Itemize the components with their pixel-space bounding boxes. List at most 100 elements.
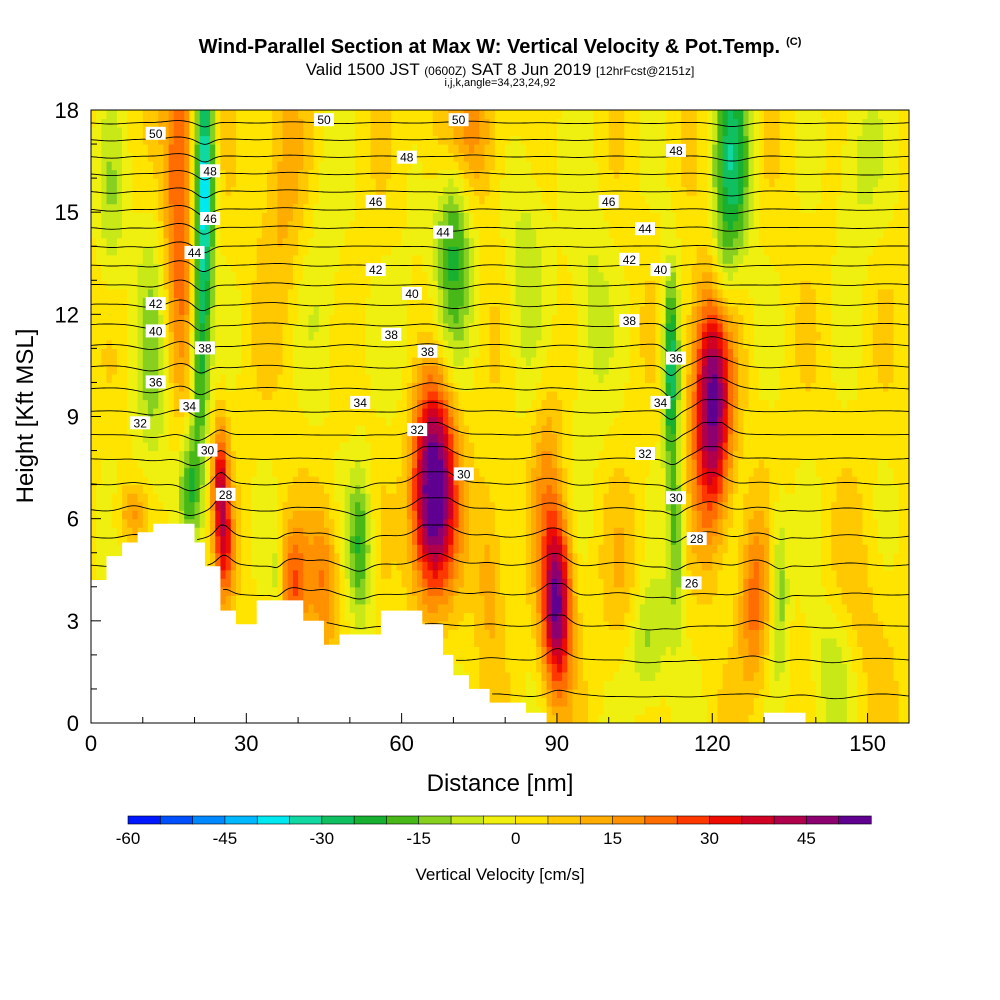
velocity-cell <box>261 297 268 307</box>
velocity-cell <box>303 178 310 188</box>
velocity-cell <box>116 407 123 418</box>
velocity-cell <box>153 493 159 503</box>
velocity-cell <box>365 169 372 179</box>
velocity-cell <box>116 178 123 188</box>
velocity-cell <box>137 518 144 528</box>
velocity-cell <box>417 561 423 571</box>
velocity-cell <box>313 348 320 358</box>
velocity-cell <box>427 544 434 554</box>
velocity-cell <box>173 331 180 341</box>
velocity-cell <box>137 220 144 230</box>
velocity-cell <box>277 399 284 409</box>
velocity-cell <box>329 331 335 341</box>
velocity-cell <box>292 510 299 520</box>
velocity-cell <box>241 527 247 537</box>
velocity-cell <box>287 373 294 384</box>
velocity-cell <box>241 297 247 307</box>
velocity-cell <box>168 314 175 324</box>
velocity-cell <box>173 314 180 324</box>
velocity-cell <box>308 382 315 392</box>
velocity-cell <box>241 229 247 239</box>
velocity-cell <box>370 237 377 247</box>
velocity-cell <box>370 382 377 392</box>
velocity-cell <box>406 552 413 562</box>
velocity-cell <box>437 127 444 137</box>
velocity-cell <box>370 459 377 469</box>
velocity-cell <box>370 518 377 528</box>
velocity-cell <box>313 433 320 443</box>
velocity-cell <box>323 178 330 188</box>
velocity-cell <box>189 467 196 477</box>
velocity-cell <box>292 476 299 486</box>
velocity-cell <box>401 552 408 562</box>
velocity-cell <box>256 229 263 239</box>
velocity-cell <box>267 416 273 426</box>
velocity-cell <box>272 484 278 494</box>
velocity-cell <box>173 178 180 188</box>
velocity-cell <box>199 510 206 520</box>
velocity-cell <box>272 331 278 341</box>
velocity-cell <box>287 288 294 298</box>
velocity-cell <box>235 254 242 264</box>
velocity-cell <box>246 518 253 528</box>
velocity-cell <box>360 263 366 273</box>
velocity-cell <box>329 237 335 247</box>
velocity-cell <box>303 561 310 571</box>
velocity-cell <box>334 476 341 486</box>
velocity-cell <box>334 407 341 418</box>
velocity-cell <box>422 535 429 545</box>
velocity-cell <box>339 271 346 281</box>
velocity-cell <box>329 578 335 588</box>
velocity-cell <box>437 527 444 537</box>
velocity-cell <box>225 220 232 230</box>
velocity-cell <box>370 501 377 511</box>
velocity-cell <box>132 356 139 367</box>
velocity-cell <box>277 586 284 596</box>
velocity-cell <box>437 322 444 332</box>
velocity-cell <box>292 195 299 205</box>
velocity-cell <box>220 356 227 367</box>
velocity-cell <box>225 603 232 613</box>
velocity-cell <box>427 603 434 613</box>
velocity-cell <box>303 246 310 256</box>
velocity-cell <box>303 280 310 290</box>
velocity-cell <box>215 510 222 520</box>
velocity-cell <box>298 373 304 384</box>
velocity-cell <box>422 569 429 579</box>
velocity-cell <box>318 544 325 554</box>
velocity-cell <box>194 518 201 528</box>
velocity-cell <box>292 110 299 120</box>
velocity-cell <box>313 314 320 324</box>
velocity-cell <box>375 212 382 222</box>
velocity-cell <box>355 237 361 247</box>
velocity-cell <box>401 356 408 367</box>
velocity-cell <box>380 561 387 571</box>
velocity-cell <box>417 493 423 503</box>
velocity-cell <box>287 169 294 179</box>
velocity-cell <box>443 263 449 273</box>
velocity-cell <box>323 246 330 256</box>
velocity-cell <box>380 390 387 401</box>
velocity-cell <box>194 263 201 273</box>
velocity-cell <box>360 484 366 494</box>
velocity-cell <box>210 501 216 511</box>
velocity-cell <box>251 127 258 137</box>
velocity-cell <box>339 110 346 120</box>
velocity-cell <box>251 161 258 171</box>
velocity-cell <box>241 178 247 188</box>
velocity-cell <box>411 603 418 613</box>
velocity-cell <box>360 501 366 511</box>
velocity-cell <box>282 578 289 588</box>
velocity-cell <box>318 178 325 188</box>
velocity-cell <box>91 356 97 367</box>
velocity-cell <box>235 476 242 486</box>
velocity-cell <box>220 178 227 188</box>
velocity-cell <box>91 195 97 205</box>
velocity-cell <box>323 356 330 367</box>
velocity-cell <box>220 246 227 256</box>
velocity-cell <box>349 127 356 137</box>
velocity-cell <box>147 425 154 435</box>
velocity-cell <box>391 161 398 171</box>
velocity-cell <box>443 305 449 315</box>
velocity-cell <box>220 382 227 392</box>
